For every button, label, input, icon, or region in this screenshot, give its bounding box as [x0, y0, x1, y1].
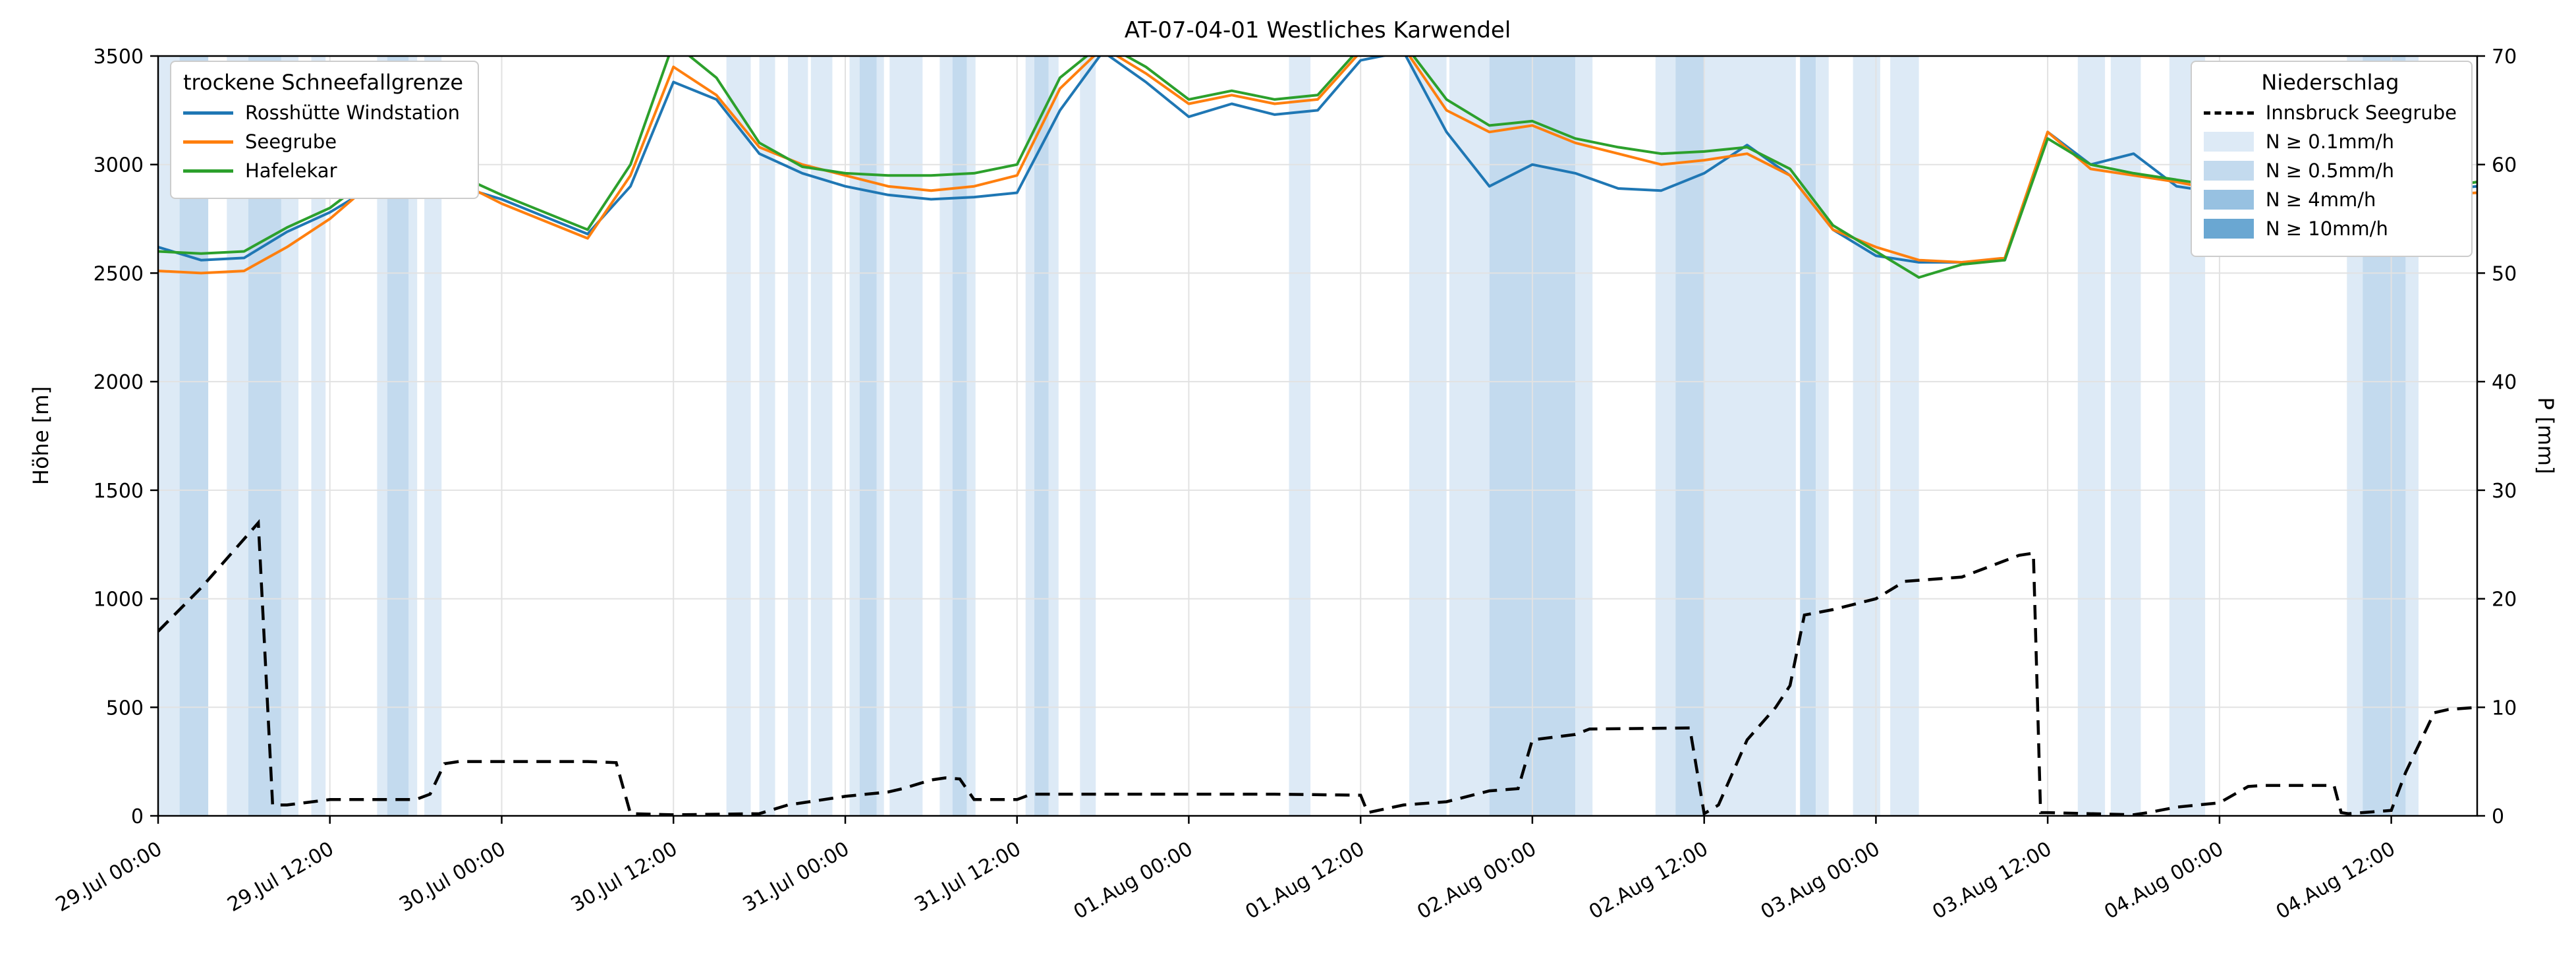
svg-text:60: 60	[2492, 154, 2517, 177]
svg-text:500: 500	[106, 697, 144, 720]
legend-entry: Seegrube	[183, 130, 463, 153]
legend-entry-label: Hafelekar	[245, 159, 337, 182]
legend-entry: Rosshütte Windstation	[183, 101, 463, 124]
svg-text:04.Aug 00:00: 04.Aug 00:00	[2100, 838, 2227, 924]
svg-text:03.Aug 12:00: 03.Aug 12:00	[1928, 838, 2056, 924]
svg-text:2500: 2500	[94, 262, 144, 285]
svg-text:70: 70	[2492, 45, 2517, 69]
svg-text:20: 20	[2492, 588, 2517, 612]
line-swatch	[183, 169, 233, 173]
legend-entry-label: N ≥ 0.1mm/h	[2265, 130, 2395, 153]
legend-entry: Hafelekar	[183, 159, 463, 182]
precip-intensity-swatch	[2203, 132, 2254, 152]
svg-text:02.Aug 00:00: 02.Aug 00:00	[1413, 838, 1540, 924]
legend-precip: Niederschlag Innsbruck Seegrube N ≥ 0.1mm…	[2190, 61, 2473, 257]
legend-precip-title: Niederschlag	[2261, 70, 2399, 95]
svg-text:30.Jul 00:00: 30.Jul 00:00	[395, 838, 509, 917]
svg-text:29.Jul 00:00: 29.Jul 00:00	[52, 838, 166, 917]
svg-text:1500: 1500	[94, 480, 144, 503]
legend-entry-label: Rosshütte Windstation	[245, 101, 461, 124]
legend-entry: Innsbruck Seegrube	[2203, 101, 2457, 124]
dashed-line-swatch	[2203, 111, 2254, 115]
elevation-lines	[158, 56, 2477, 279]
line-swatch	[183, 140, 233, 144]
legend-snowline-title: trockene Schneefallgrenze	[183, 70, 464, 95]
svg-text:0: 0	[131, 805, 144, 828]
svg-text:50: 50	[2492, 262, 2517, 285]
svg-text:0: 0	[2492, 805, 2504, 828]
legend-entry: N ≥ 10mm/h	[2203, 217, 2457, 240]
legend-entry-label: N ≥ 10mm/h	[2265, 217, 2388, 240]
svg-text:01.Aug 00:00: 01.Aug 00:00	[1070, 838, 1197, 924]
svg-text:1000: 1000	[94, 588, 144, 612]
legend-snowline: trockene Schneefallgrenze Rosshütte Wind…	[170, 61, 480, 199]
legend-entry-label: N ≥ 0.5mm/h	[2265, 159, 2395, 182]
line-swatch	[183, 111, 233, 115]
svg-text:30.Jul 12:00: 30.Jul 12:00	[567, 838, 681, 917]
svg-text:2000: 2000	[94, 371, 144, 394]
svg-text:30: 30	[2492, 480, 2517, 503]
svg-text:31.Jul 00:00: 31.Jul 00:00	[739, 838, 853, 917]
legend-entry: N ≥ 0.1mm/h	[2203, 130, 2457, 153]
y-axis-left-ticks: 0 500 1000 1500 2000 2500 3000 3500	[94, 45, 158, 828]
svg-text:3000: 3000	[94, 154, 144, 177]
precipitation-line	[158, 519, 2477, 816]
legend-entry: N ≥ 4mm/h	[2203, 188, 2457, 211]
svg-text:29.Jul 12:00: 29.Jul 12:00	[223, 838, 337, 917]
legend-snowline-entries: Rosshütte Windstation Seegrube Hafelekar	[183, 101, 463, 182]
legend-entry-label: Seegrube	[245, 130, 337, 153]
svg-text:31.Jul 12:00: 31.Jul 12:00	[910, 838, 1024, 917]
precip-intensity-swatch	[2203, 190, 2254, 210]
svg-text:03.Aug 00:00: 03.Aug 00:00	[1757, 838, 1884, 924]
precip-intensity-swatch	[2203, 219, 2254, 239]
legend-entry-label: Innsbruck Seegrube	[2265, 101, 2457, 124]
svg-text:02.Aug 12:00: 02.Aug 12:00	[1585, 838, 1712, 924]
y-axis-label-right: P [mm]	[2533, 397, 2558, 474]
x-axis-ticks: 29.Jul 00:00 29.Jul 12:00 30.Jul 00:00 30.J…	[52, 816, 2399, 924]
legend-entry: N ≥ 0.5mm/h	[2203, 159, 2457, 182]
precip-intensity-swatch	[2203, 161, 2254, 181]
svg-text:01.Aug 12:00: 01.Aug 12:00	[1242, 838, 1369, 924]
y-axis-right-ticks: 0 10 20 30 40 50 60 70	[2477, 45, 2517, 828]
svg-text:04.Aug 12:00: 04.Aug 12:00	[2272, 838, 2399, 924]
precip-bands	[158, 56, 2419, 816]
svg-text:3500: 3500	[94, 45, 144, 69]
svg-text:10: 10	[2492, 697, 2517, 720]
chart-title: AT-07-04-01 Westliches Karwendel	[1124, 17, 1511, 43]
legend-precip-entries: Innsbruck Seegrube N ≥ 0.1mm/h N ≥ 0.5mm/h…	[2203, 101, 2457, 240]
svg-text:40: 40	[2492, 371, 2517, 394]
plot-frame	[157, 55, 2478, 817]
legend-entry-label: N ≥ 4mm/h	[2265, 188, 2376, 211]
y-axis-label-left: Höhe [m]	[28, 386, 53, 485]
